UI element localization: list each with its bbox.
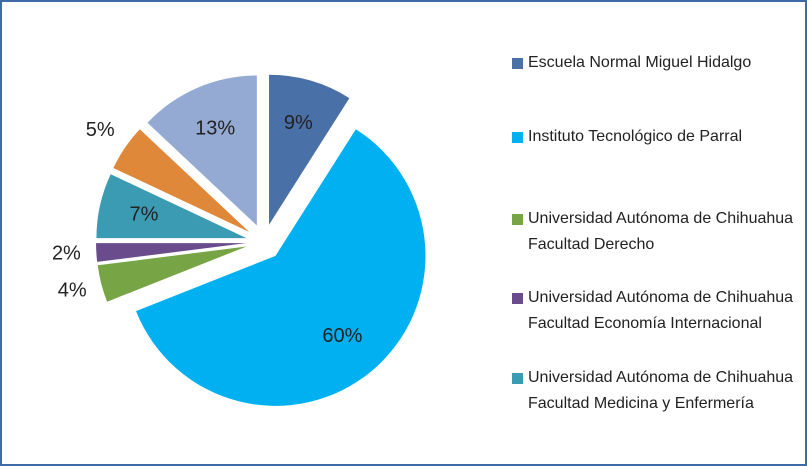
pie-slice — [147, 75, 257, 226]
data-label: 5% — [86, 119, 115, 141]
pie-slice — [269, 74, 350, 225]
legend-label: Escuela Normal Miguel Hidalgo — [528, 54, 752, 71]
legend-item: Universidad Autónoma de Chihuahua Facult… — [512, 285, 805, 337]
legend-label: Universidad Autónoma de Chihuahua Facult… — [528, 369, 794, 412]
data-label: 7% — [130, 203, 159, 225]
legend-item: Universidad Autónoma de Chihuahua Facult… — [512, 206, 805, 258]
legend-swatch — [512, 293, 523, 304]
legend-swatch — [512, 373, 523, 384]
legend-item: Universidad Autónoma de Chihuahua Facult… — [512, 365, 805, 417]
legend-swatch — [512, 58, 523, 69]
pie-slice — [113, 129, 250, 232]
data-label: 13% — [195, 117, 235, 139]
legend-label: Universidad Autónoma de Chihuahua Facult… — [528, 289, 794, 332]
pie-slice — [97, 246, 247, 302]
data-label: 4% — [58, 280, 87, 302]
legend-label: Instituto Tecnológico de Parral — [528, 128, 743, 145]
data-label: 9% — [284, 112, 313, 134]
data-label: 2% — [52, 243, 81, 265]
pie-slice — [96, 174, 247, 239]
pie-slice — [96, 243, 247, 262]
legend-swatch — [512, 132, 523, 143]
pie-slice — [136, 129, 426, 406]
legend-label: Universidad Autónoma de Chihuahua Facult… — [528, 210, 794, 253]
legend-swatch — [512, 214, 523, 225]
legend-item: Escuela Normal Miguel Hidalgo — [512, 50, 805, 76]
legend-item: Instituto Tecnológico de Parral — [512, 124, 805, 150]
data-label: 60% — [322, 325, 362, 347]
